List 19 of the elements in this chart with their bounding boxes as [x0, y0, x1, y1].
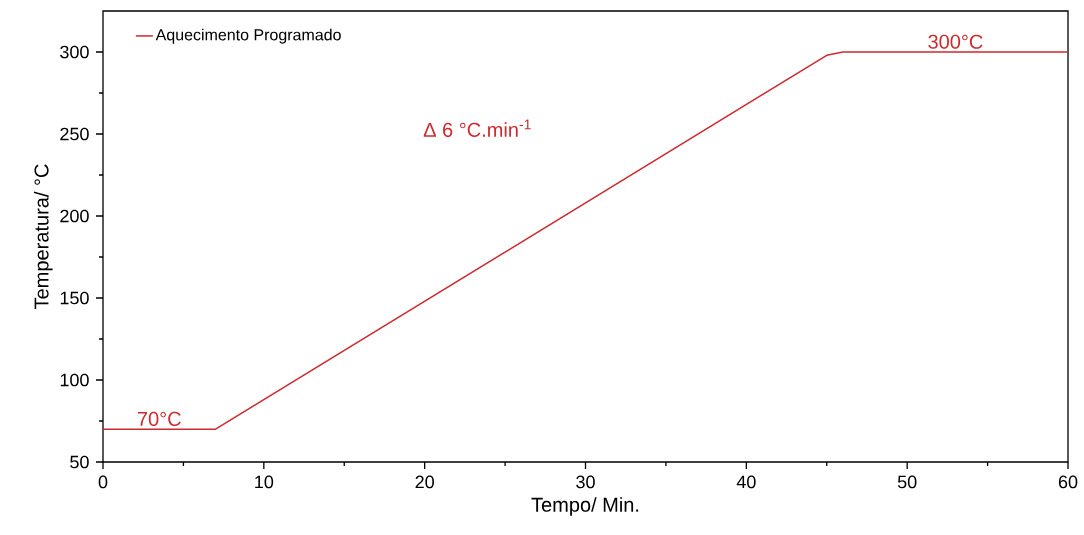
- y-tick-label: 100: [60, 373, 89, 387]
- x-axis-title: Tempo/ Min.: [531, 497, 639, 516]
- x-tick-label: 60: [1058, 475, 1078, 489]
- x-tick-label: 40: [736, 475, 756, 489]
- annotation: 70°C: [137, 411, 181, 427]
- x-tick-label: 10: [255, 475, 274, 489]
- y-tick-label: 150: [60, 291, 89, 305]
- x-tick-label: 20: [415, 475, 434, 489]
- y-tick-label: 200: [60, 209, 89, 223]
- x-tick-label: 0: [98, 475, 108, 489]
- x-tick-label: 30: [576, 475, 595, 489]
- x-tick-label: 50: [897, 475, 917, 489]
- annotation: 300°C: [928, 34, 983, 49]
- legend-label: Aquecimento Programado: [155, 28, 341, 44]
- y-tick-label: 300: [60, 45, 89, 59]
- y-axis-title: Temperatura/ °C: [33, 164, 53, 309]
- annotation: Δ 6 °C.min$^{-1}$: [423, 119, 531, 137]
- y-tick-label: 250: [60, 127, 89, 141]
- y-tick-label: 50: [70, 455, 89, 469]
